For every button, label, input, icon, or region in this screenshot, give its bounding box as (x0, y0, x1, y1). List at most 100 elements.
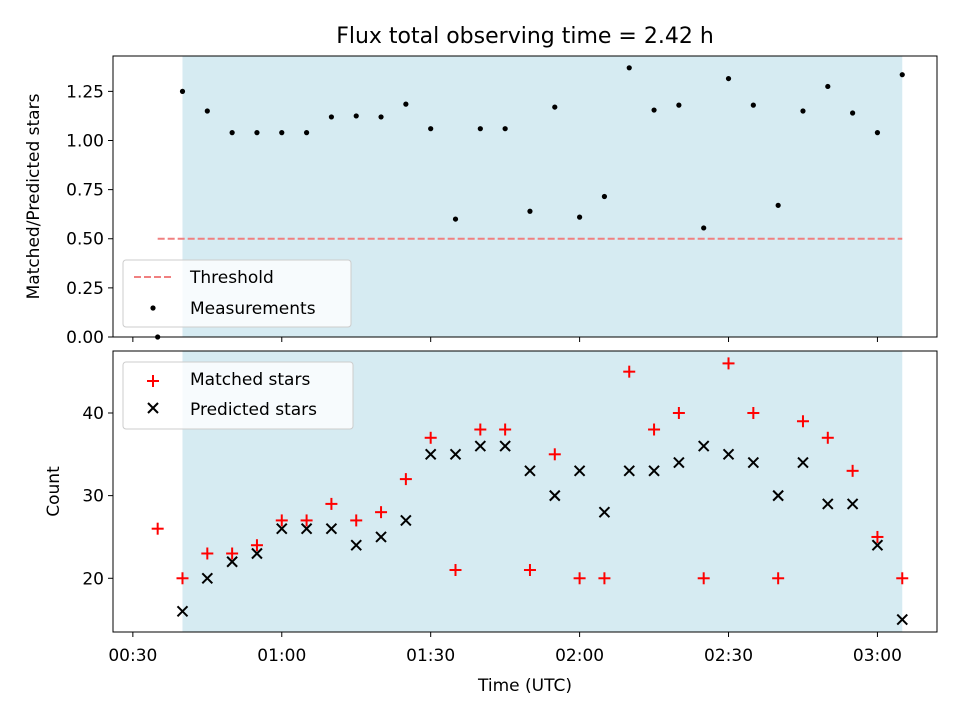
matched-point (722, 357, 735, 370)
legend-matched-swatch (147, 375, 159, 387)
predicted-point (350, 539, 362, 551)
matched-point (201, 547, 214, 560)
predicted-point (896, 613, 908, 626)
matched-point (623, 365, 636, 378)
predicted-point (822, 498, 834, 510)
predicted-point (325, 522, 338, 535)
measurement-point (701, 225, 707, 231)
measurement-point (626, 65, 632, 71)
measurement-point (279, 130, 285, 136)
predicted-point (747, 456, 760, 469)
x-tick-label: 01:30 (406, 646, 455, 666)
x-tick-label: 02:30 (704, 646, 753, 666)
measurement-point (825, 83, 831, 90)
matched-point (350, 514, 363, 527)
predicted-point (176, 605, 189, 618)
legend-threshold-label: Threshold (189, 268, 274, 288)
measurement-point (601, 193, 608, 200)
bottom-plot-layer: 20 30 40 00:30 01:00 01:30 02:00 02:30 03:00 (82, 357, 909, 666)
predicted-point (722, 448, 735, 461)
matched-point (325, 497, 338, 510)
matched-point (250, 539, 263, 552)
predicted-point (300, 522, 313, 535)
matched-point (846, 464, 859, 477)
measurement-point (800, 108, 806, 114)
top-y-tick-label: 0.00 (66, 328, 104, 348)
predicted-point (846, 498, 859, 510)
predicted-point (424, 448, 437, 461)
matched-point (151, 522, 164, 535)
predicted-point (201, 572, 214, 584)
legend-predicted-swatch (147, 402, 159, 414)
top-y-tick-label: 1.00 (66, 131, 104, 151)
predicted-point (524, 465, 536, 477)
measurement-point (229, 130, 235, 136)
predicted-point (573, 465, 586, 477)
measurement-point (676, 102, 682, 108)
matched-point (474, 423, 487, 436)
matched-point (871, 530, 884, 543)
matched-point (523, 564, 536, 577)
top-y-axis-label: Matched/Predicted stars (24, 93, 44, 299)
series-predicted-stars (176, 440, 908, 626)
matched-point (399, 473, 412, 486)
measurement-point (328, 114, 335, 120)
measurement-point (179, 88, 186, 94)
measurement-point (353, 113, 359, 119)
measurement-point (552, 104, 558, 110)
legend-measurements-swatch (150, 305, 156, 311)
predicted-point (549, 489, 561, 502)
matched-point (226, 547, 239, 560)
chart-title: Flux total observing time = 2.42 h (336, 24, 714, 49)
measurement-point (899, 72, 905, 78)
measurement-point (477, 126, 483, 132)
bottom-y-tick-label: 20 (82, 569, 104, 589)
measurement-point (577, 214, 583, 220)
x-tick-label: 02:00 (555, 646, 604, 666)
measurement-point (303, 130, 310, 136)
measurement-point (403, 101, 409, 107)
matched-point (375, 506, 388, 519)
matched-point (573, 572, 586, 585)
bottom-y-tick-label: 40 (82, 404, 104, 424)
bottom-legend-box (122, 361, 354, 430)
matched-point (548, 448, 561, 461)
predicted-point (499, 440, 511, 452)
predicted-point (400, 514, 412, 527)
matched-point (176, 572, 189, 585)
predicted-point (474, 440, 487, 452)
measurement-point (452, 216, 459, 222)
matched-point (275, 514, 288, 527)
predicted-point (598, 506, 611, 518)
bottom-y-axis-label: Count (44, 466, 64, 517)
matched-point (499, 423, 512, 436)
predicted-point (375, 531, 387, 543)
matched-point (821, 431, 834, 444)
matched-point (300, 514, 313, 527)
matched-point (896, 572, 909, 585)
predicted-point (449, 448, 462, 461)
predicted-point (226, 556, 238, 568)
matched-point (424, 431, 437, 444)
predicted-point (648, 465, 660, 477)
predicted-point (251, 547, 263, 560)
measurement-point (750, 102, 756, 108)
top-y-tick-label: 1.25 (66, 82, 104, 102)
legend-matched-label: Matched stars (190, 370, 310, 390)
matched-point (772, 572, 785, 585)
measurement-point (527, 208, 533, 214)
measurement-point (254, 130, 260, 136)
predicted-point (871, 539, 884, 551)
top-y-tick-label: 0.50 (66, 230, 104, 250)
measurement-point (204, 108, 210, 114)
series-measurements (155, 65, 905, 340)
measurement-point (775, 202, 781, 208)
bottom-legend: Matched stars Predicted stars (122, 361, 354, 430)
measurement-point (502, 126, 508, 132)
predicted-point (772, 489, 784, 502)
x-tick-label: 01:00 (257, 646, 306, 666)
matched-point (449, 564, 462, 577)
bottom-y-tick-label: 30 (82, 487, 104, 507)
top-legend: Threshold Measurements (122, 259, 352, 328)
